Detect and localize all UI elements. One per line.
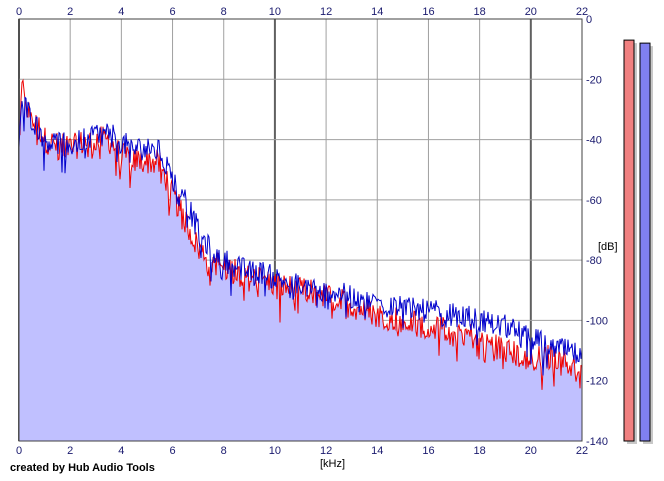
x-tick-label-bottom: 18 (474, 445, 486, 457)
x-tick-label-bottom: 12 (320, 445, 332, 457)
y-tick-label: -40 (586, 135, 602, 147)
spectrum-area (19, 99, 582, 441)
x-tick-label-top: 0 (16, 6, 22, 18)
x-tick-label-top: 22 (576, 6, 588, 18)
x-tick-label-top: 8 (221, 6, 227, 18)
x-tick-label-bottom: 2 (67, 445, 73, 457)
x-tick-label-top: 16 (422, 6, 434, 18)
y-tick-label: -60 (586, 195, 602, 207)
x-tick-label-bottom: 8 (221, 445, 227, 457)
level-meters (623, 39, 653, 444)
y-tick-label: -120 (586, 376, 608, 388)
series-red-line (18, 78, 583, 390)
spectrum-series (18, 18, 583, 442)
x-tick-label-top: 6 (169, 6, 175, 18)
x-tick-label-bottom: 16 (422, 445, 434, 457)
y-axis-label: [dB] (598, 241, 618, 253)
meter-right (639, 42, 651, 442)
y-tick-label: -140 (586, 436, 608, 448)
y-tick-label: -80 (586, 255, 602, 267)
y-tick-label: -20 (586, 74, 602, 86)
x-tick-label-top: 2 (67, 6, 73, 18)
spectrum-fill (19, 99, 582, 441)
x-tick-label-bottom: 4 (118, 445, 124, 457)
x-tick-label-top: 10 (269, 6, 281, 18)
x-tick-label-top: 12 (320, 6, 332, 18)
x-tick-label-top: 18 (474, 6, 486, 18)
tick-labels: 002244668810101212141416161818202022220-… (16, 6, 608, 457)
y-tick-label: -100 (586, 315, 608, 327)
x-tick-label-bottom: 10 (269, 445, 281, 457)
x-axis-label: [kHz] (320, 458, 345, 470)
x-tick-label-bottom: 0 (16, 445, 22, 457)
meter-left (623, 39, 635, 442)
plot-frame (18, 18, 583, 442)
y-tick-label: 0 (586, 14, 592, 26)
x-tick-label-bottom: 20 (525, 445, 537, 457)
x-tick-label-top: 14 (371, 6, 383, 18)
x-tick-label-bottom: 14 (371, 445, 383, 457)
x-tick-label-bottom: 22 (576, 445, 588, 457)
credit-text: created by Hub Audio Tools (10, 462, 155, 474)
x-tick-label-bottom: 6 (169, 445, 175, 457)
series-blue-line (18, 96, 583, 376)
x-tick-label-top: 4 (118, 6, 124, 18)
x-tick-label-top: 20 (525, 6, 537, 18)
